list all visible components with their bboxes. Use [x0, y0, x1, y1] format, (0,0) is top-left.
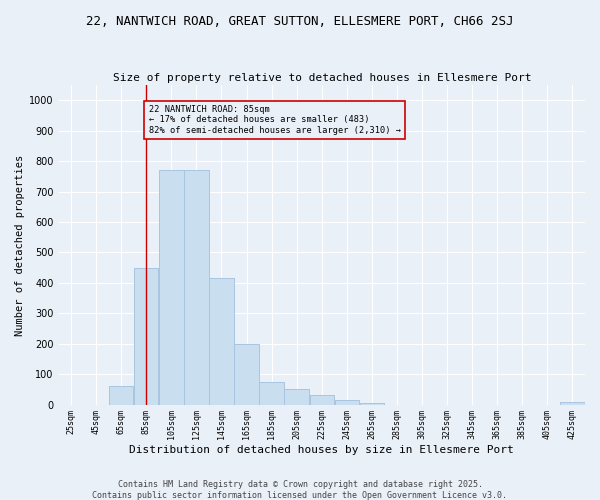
Bar	[134, 268, 158, 404]
Bar	[184, 170, 209, 404]
Text: 22 NANTWICH ROAD: 85sqm
← 17% of detached houses are smaller (483)
82% of semi-d: 22 NANTWICH ROAD: 85sqm ← 17% of detache…	[149, 105, 401, 134]
X-axis label: Distribution of detached houses by size in Ellesmere Port: Distribution of detached houses by size …	[130, 445, 514, 455]
Bar	[259, 382, 284, 404]
Text: Contains HM Land Registry data © Crown copyright and database right 2025.
Contai: Contains HM Land Registry data © Crown c…	[92, 480, 508, 500]
Bar	[335, 400, 359, 404]
Bar	[560, 402, 584, 404]
Title: Size of property relative to detached houses in Ellesmere Port: Size of property relative to detached ho…	[113, 73, 531, 83]
Bar	[359, 403, 384, 404]
Bar	[310, 396, 334, 404]
Text: 22, NANTWICH ROAD, GREAT SUTTON, ELLESMERE PORT, CH66 2SJ: 22, NANTWICH ROAD, GREAT SUTTON, ELLESME…	[86, 15, 514, 28]
Bar	[159, 170, 184, 404]
Bar	[109, 386, 133, 404]
Bar	[284, 390, 309, 404]
Y-axis label: Number of detached properties: Number of detached properties	[15, 154, 25, 336]
Bar	[235, 344, 259, 404]
Bar	[209, 278, 234, 404]
